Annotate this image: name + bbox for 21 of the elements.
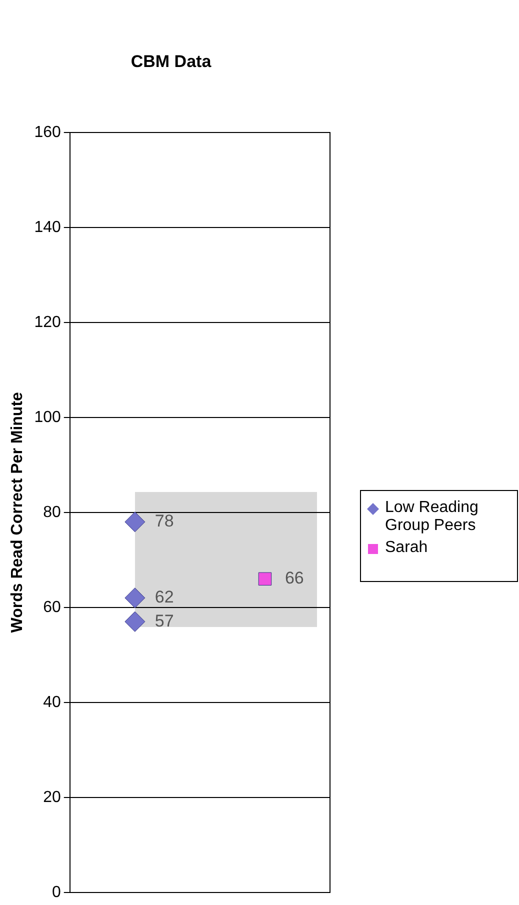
- y-axis-title: Words Read Correct Per Minute: [9, 392, 26, 633]
- y-tick-label: 160: [34, 124, 61, 141]
- data-label: 62: [154, 588, 174, 607]
- y-tick-label: 140: [34, 218, 61, 236]
- y-tick-label: 0: [52, 884, 61, 901]
- y-tick-label: 120: [34, 314, 61, 331]
- data-label: 66: [284, 568, 304, 588]
- point: [124, 588, 146, 608]
- data-label: 57: [154, 611, 174, 630]
- legend-label: Sarah: [385, 539, 428, 557]
- point: [124, 512, 146, 532]
- y-tick-label: 100: [34, 408, 61, 426]
- data-label: 78: [154, 512, 174, 531]
- y-tick-label: 40: [43, 694, 61, 711]
- y-tick-label: 20: [43, 788, 61, 806]
- point: [124, 611, 146, 632]
- legend-label: Low Reading Group Peers: [385, 499, 480, 535]
- y-tick-label: 60: [43, 598, 61, 616]
- y-tick-label: 80: [43, 504, 61, 521]
- chart-title: CBM Data: [130, 52, 212, 71]
- point: [258, 572, 272, 586]
